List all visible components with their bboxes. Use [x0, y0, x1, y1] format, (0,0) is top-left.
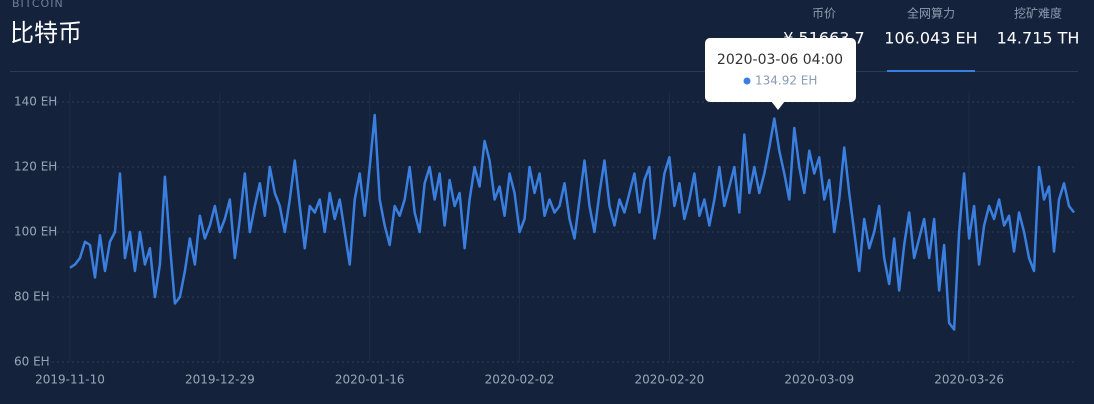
- stat-label: 全网算力: [907, 6, 955, 21]
- y-tick-label: 80 EH: [14, 290, 50, 304]
- x-tick-label: 2020-03-26: [934, 373, 1004, 387]
- stat-label: 挖矿难度: [1014, 6, 1062, 21]
- y-tick-label: 120 EH: [14, 160, 57, 174]
- active-tab-underline: [887, 70, 975, 72]
- x-tick-label: 2020-02-02: [485, 373, 555, 387]
- tooltip-box: [705, 38, 856, 102]
- x-tick-label: 2020-03-09: [784, 373, 854, 387]
- series-line: [69, 113, 1075, 331]
- y-tick-label: 100 EH: [14, 225, 57, 239]
- stat-label: 币价: [812, 7, 836, 21]
- tooltip-dot: [743, 77, 751, 85]
- tooltip-value: 134.92 EH: [755, 74, 817, 88]
- x-tick-label: 2020-01-16: [335, 373, 405, 387]
- x-tick-label: 2020-02-20: [635, 373, 705, 387]
- subtitle: BITCOIN: [12, 0, 64, 10]
- title: 比特币: [10, 19, 82, 47]
- tooltip: 2020-03-06 04:00 134.92 EH: [705, 38, 856, 110]
- tooltip-arrow: [771, 101, 785, 110]
- tooltip-date: 2020-03-06 04:00: [717, 52, 843, 68]
- x-tick-label: 2019-12-29: [185, 373, 255, 387]
- plot: 60 EH 80 EH 100 EH 120 EH 140 EH 2019-11-10 20…: [14, 92, 1075, 387]
- x-tick-label: 2019-11-10: [35, 373, 105, 387]
- stat-value: 106.043 EH: [884, 29, 977, 48]
- y-tick-label: 60 EH: [14, 355, 50, 369]
- stat-value: 14.715 TH: [997, 29, 1080, 48]
- y-tick-label: 140 EH: [14, 95, 57, 109]
